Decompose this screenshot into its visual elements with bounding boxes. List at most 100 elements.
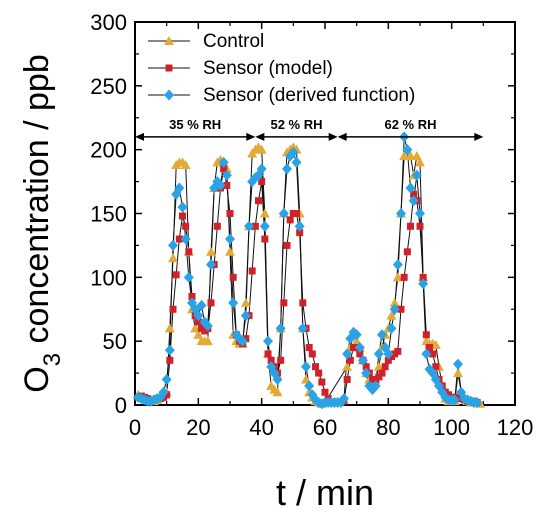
data-point [207, 299, 215, 307]
legend: Control Sensor (model) Sensor (derived fun… [148, 31, 415, 106]
data-point [389, 303, 400, 315]
data-point [403, 248, 411, 256]
data-point [258, 178, 266, 186]
data-point [389, 297, 400, 307]
data-point [193, 329, 204, 339]
data-point [384, 356, 392, 364]
data-point [293, 210, 300, 217]
data-point [169, 305, 177, 313]
x-tick-label: 20 [186, 415, 210, 440]
rh-annotations: 35 % RH 52 % RH 62 % RH [135, 117, 484, 141]
data-point [267, 356, 275, 364]
data-point [294, 220, 305, 232]
data-point [183, 271, 194, 283]
data-point [361, 367, 372, 379]
legend-label: Sensor (derived function) [203, 85, 415, 106]
plot-frame [134, 21, 516, 406]
arrow-right-icon [474, 132, 484, 141]
data-point [402, 144, 413, 156]
data-point [373, 361, 384, 371]
data-point [358, 354, 368, 366]
x-tick-label: 60 [313, 415, 337, 440]
data-point [256, 163, 267, 175]
y-axis-title: O3 concentration / ppb [18, 54, 66, 392]
data-point [180, 233, 191, 245]
data-point [175, 235, 183, 243]
data-point [315, 369, 323, 377]
data-point [206, 259, 216, 271]
y-tick-label: 100 [90, 265, 127, 290]
y-tick-label: 200 [90, 138, 127, 163]
x-tick-label: 120 [497, 415, 534, 440]
data-point [449, 394, 460, 406]
data-point [244, 220, 254, 232]
legend-item: Control [148, 31, 264, 52]
data-point [472, 396, 482, 408]
arrow-right-icon [246, 132, 256, 141]
legend-marker [165, 64, 173, 72]
data-point [164, 344, 175, 356]
data-point [383, 348, 394, 360]
data-point [223, 181, 231, 189]
data-point [415, 157, 425, 167]
data-point [259, 220, 270, 232]
data-point [286, 216, 294, 224]
x-tick-label: 40 [249, 415, 273, 440]
y-axis-title-rest: concentration / ppb [18, 54, 56, 353]
rh-label: 52 % RH [270, 117, 322, 132]
data-point [225, 233, 235, 245]
data-point [188, 292, 196, 300]
data-point [342, 361, 353, 371]
data-point [177, 201, 188, 213]
data-point [256, 144, 267, 154]
data-point [411, 169, 422, 181]
data-point [370, 380, 381, 392]
data-point [351, 329, 362, 341]
data-point [346, 356, 354, 364]
data-point [375, 373, 383, 381]
x-tick-label: 80 [376, 415, 400, 440]
data-point [213, 222, 221, 230]
y-tick-label: 150 [90, 202, 127, 227]
data-point [386, 322, 397, 334]
x-axis-title: t / min [276, 472, 374, 513]
data-point [275, 322, 286, 334]
legend-item: Sensor (model) [148, 58, 333, 79]
data-point [163, 391, 171, 399]
data-point [215, 179, 226, 191]
y-axis: 0 50 100 150 200 250 300 [90, 10, 515, 418]
data-point [411, 151, 422, 161]
data-point [399, 151, 410, 161]
data-point [202, 320, 213, 332]
data-point [321, 388, 329, 396]
data-point [168, 239, 178, 251]
data-point [180, 159, 191, 169]
x-tick-label: 0 [129, 415, 141, 440]
data-point [182, 222, 190, 230]
data-point [396, 208, 406, 219]
y-axis-title-sub: 3 [39, 353, 66, 366]
legend-label: Sensor (model) [203, 58, 333, 79]
data-point [202, 336, 213, 346]
data-point [261, 235, 269, 243]
y-tick-label: 300 [90, 10, 127, 35]
data-point [196, 299, 207, 311]
data-point [263, 335, 273, 347]
data-point [272, 387, 283, 397]
data-point [228, 297, 239, 309]
data-point [400, 273, 408, 281]
data-point [301, 361, 311, 373]
data-point [415, 208, 425, 219]
arrow-left-icon [255, 132, 265, 141]
data-point [308, 350, 316, 358]
data-point [362, 363, 370, 371]
legend-item: Sensor (derived function) [148, 85, 415, 106]
data-point [264, 350, 272, 358]
data-point [229, 273, 237, 281]
data-point [237, 335, 248, 347]
data-point [242, 335, 250, 343]
data-point [421, 348, 432, 360]
arrow-left-icon [337, 132, 347, 141]
data-point [432, 363, 440, 371]
data-point [218, 156, 229, 168]
